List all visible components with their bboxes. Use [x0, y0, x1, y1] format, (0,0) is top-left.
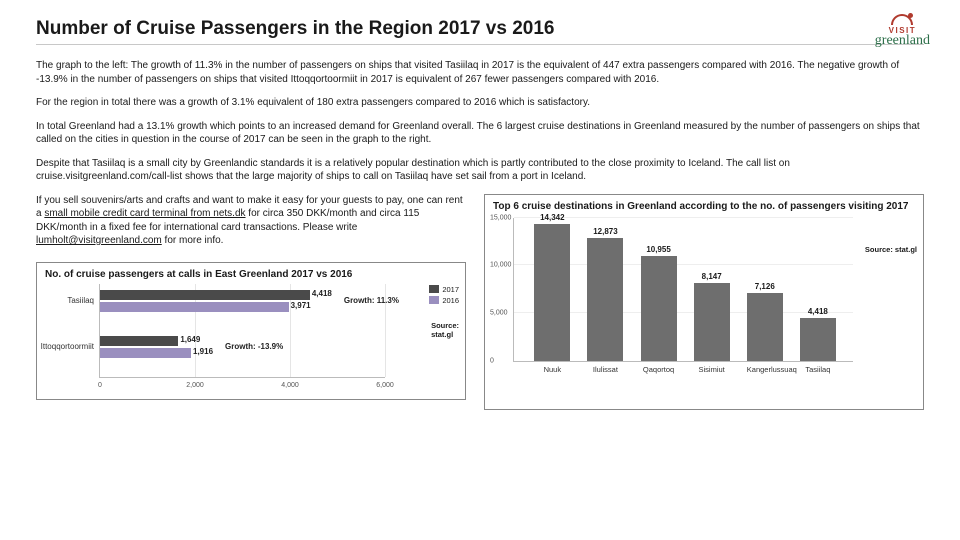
- paragraph-2: For the region in total there was a grow…: [36, 96, 924, 110]
- chart-right-bar: 10,955Qaqortoq: [641, 256, 677, 360]
- chart-right-bar: 7,126Kangerlussuaq: [747, 293, 783, 361]
- chart-left-source: Source: stat.gl: [431, 321, 459, 339]
- chart-left-bar-value: 1,649: [180, 335, 200, 344]
- p5-text-c: for more info.: [162, 235, 224, 246]
- email-link[interactable]: lumholt@visitgreenland.com: [36, 235, 162, 246]
- chart-left-bar: 3,971: [100, 302, 289, 312]
- chart-left-category: Tasiilaq: [38, 296, 94, 305]
- chart-right-ytick: 5,000: [490, 309, 508, 316]
- chart-left-category: Ittoqqortoormiit: [38, 342, 94, 351]
- chart-right-bar: 4,418Tasiilaq: [800, 318, 836, 360]
- brand-logo: VISIT greenland: [875, 14, 930, 48]
- chart-right-ytick: 10,000: [490, 262, 511, 269]
- paragraph-4: Despite that Tasiilaq is a small city by…: [36, 157, 924, 184]
- legend-2016: 2016: [442, 296, 459, 305]
- chart-right-bar: 12,873Ilulissat: [587, 238, 623, 361]
- paragraph-5: If you sell souvenirs/arts and crafts an…: [36, 194, 466, 248]
- chart-right-bar: 14,342Nuuk: [534, 224, 570, 361]
- chart-right-bar: 8,147Sisimiut: [694, 283, 730, 361]
- chart-left-legend: 2017 2016: [429, 285, 459, 307]
- chart-right-bar-value: 8,147: [694, 272, 730, 281]
- chart-left-bar: 1,916: [100, 348, 191, 358]
- nets-link[interactable]: small mobile credit card terminal from n…: [44, 208, 245, 219]
- chart-left-bar-value: 4,418: [312, 289, 332, 298]
- chart-right-bar-value: 7,126: [747, 282, 783, 291]
- chart-right-bar-value: 12,873: [587, 227, 623, 236]
- chart-left-bar-value: 1,916: [193, 347, 213, 356]
- chart-left-title: No. of cruise passengers at calls in Eas…: [37, 263, 465, 282]
- logo-script-text: greenland: [875, 35, 930, 48]
- chart-right-category: Kangerlussuaq: [747, 365, 783, 374]
- chart-left-xtick: 4,000: [281, 382, 299, 389]
- paragraph-3: In total Greenland had a 13.1% growth wh…: [36, 120, 924, 147]
- chart-right-category: Ilulissat: [587, 365, 623, 374]
- chart-right-source: Source: stat.gl: [865, 245, 917, 254]
- chart-right-plot-area: 05,00010,00015,00014,342Nuuk12,873Ilulis…: [513, 218, 853, 362]
- chart-right-category: Nuuk: [534, 365, 570, 374]
- chart-left-xtick: 6,000: [376, 382, 394, 389]
- page-title: Number of Cruise Passengers in the Regio…: [36, 18, 924, 40]
- chart-right-bar-value: 14,342: [534, 213, 570, 222]
- chart-right-bar-value: 4,418: [800, 307, 836, 316]
- chart-left-growth-label: Growth: 11.3%: [344, 296, 399, 305]
- chart-right-ytick: 0: [490, 357, 494, 364]
- chart-left-plot-area: 02,0004,0006,000TasiilaqGrowth: 11.3%4,4…: [99, 284, 385, 378]
- chart-right-category: Sisimiut: [694, 365, 730, 374]
- chart-right-ytick: 15,000: [490, 214, 511, 221]
- paragraph-1: The graph to the left: The growth of 11.…: [36, 59, 924, 86]
- chart-left: No. of cruise passengers at calls in Eas…: [36, 262, 466, 400]
- chart-right-title: Top 6 cruise destinations in Greenland a…: [485, 195, 923, 214]
- chart-right-category: Tasiilaq: [800, 365, 836, 374]
- chart-left-bar-value: 3,971: [291, 301, 311, 310]
- chart-right-category: Qaqortoq: [641, 365, 677, 374]
- chart-right-bar-value: 10,955: [641, 245, 677, 254]
- chart-left-bar: 1,649: [100, 336, 178, 346]
- legend-2017: 2017: [442, 285, 459, 294]
- chart-left-xtick: 0: [98, 382, 102, 389]
- chart-right: Top 6 cruise destinations in Greenland a…: [484, 194, 924, 410]
- chart-left-bar: 4,418: [100, 290, 310, 300]
- title-divider: [36, 44, 924, 45]
- chart-left-growth-label: Growth: -13.9%: [225, 342, 283, 351]
- chart-left-xtick: 2,000: [186, 382, 204, 389]
